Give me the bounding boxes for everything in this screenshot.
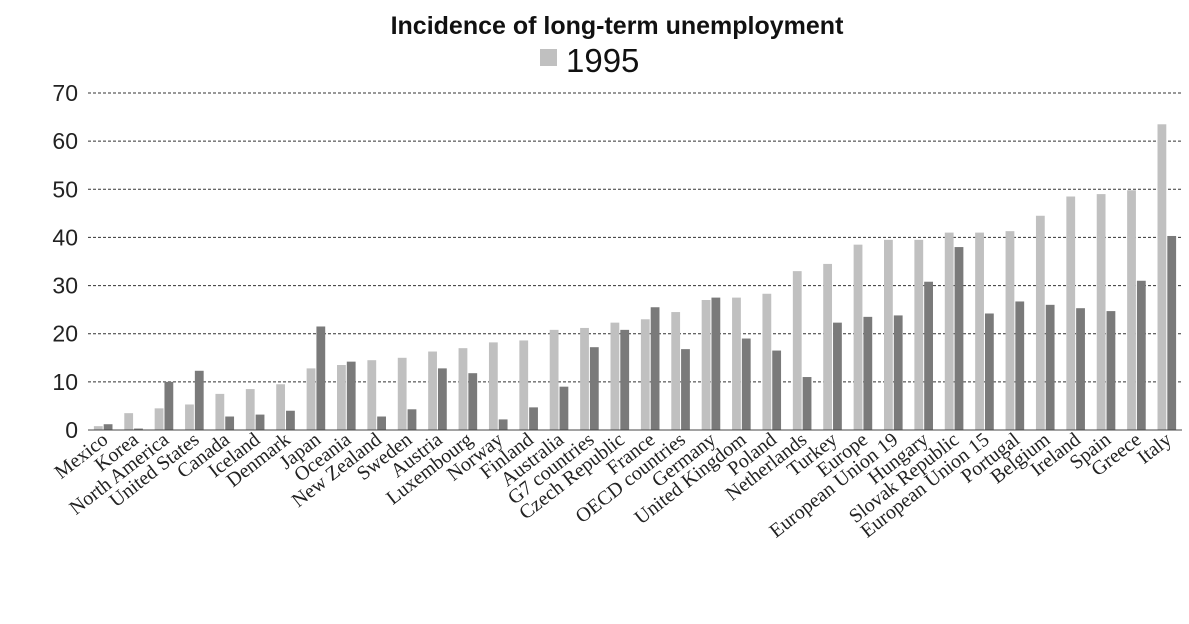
bar (580, 327, 589, 430)
bar (884, 239, 893, 430)
bar (1106, 311, 1116, 430)
bar (650, 307, 660, 430)
bar (245, 389, 255, 430)
bar (1035, 215, 1045, 430)
bar (529, 407, 538, 430)
bar (802, 377, 812, 430)
bar (1136, 280, 1146, 430)
bar (428, 351, 437, 430)
bars (93, 124, 1177, 430)
bar (397, 357, 407, 430)
bar (1167, 235, 1177, 430)
y-tick-label: 20 (52, 321, 78, 347)
bar (337, 365, 346, 430)
bar (215, 393, 225, 430)
x-tick-label: Italy (1133, 429, 1175, 469)
bar (194, 370, 204, 430)
bar (458, 348, 468, 430)
legend-label-1995: 1995 (566, 42, 639, 79)
bar (924, 281, 933, 430)
bar (559, 386, 569, 430)
bar (792, 271, 802, 430)
bar (711, 297, 721, 430)
y-tick-label: 70 (52, 80, 78, 106)
bar (377, 416, 386, 430)
bar (772, 350, 782, 430)
bar (914, 239, 924, 430)
bar (975, 232, 984, 430)
bar (1157, 124, 1167, 430)
bar (346, 361, 356, 430)
bar (741, 338, 751, 430)
bar (1096, 194, 1106, 430)
y-tick-label: 50 (52, 176, 78, 202)
bar (437, 368, 447, 430)
y-tick-label: 30 (52, 273, 78, 299)
y-tick-label: 60 (52, 128, 78, 154)
bar (134, 428, 143, 430)
bar (681, 349, 690, 430)
bar (468, 373, 478, 430)
y-tick-label: 10 (52, 369, 78, 395)
bar (164, 381, 174, 430)
bar (407, 409, 417, 430)
legend: 1995 (540, 42, 639, 79)
bar (498, 419, 508, 430)
bar (367, 360, 377, 430)
y-tick-label: 40 (52, 224, 78, 250)
bar (549, 329, 559, 430)
bar (640, 319, 650, 430)
bar (225, 416, 235, 430)
bar (488, 342, 498, 430)
bar (610, 322, 620, 430)
bar (185, 404, 194, 430)
bar (944, 232, 954, 430)
y-tick-label: 0 (65, 417, 78, 443)
bar (124, 413, 134, 430)
bar (863, 316, 873, 430)
bar (620, 329, 630, 430)
bar (306, 368, 316, 430)
chart-title: Incidence of long-term unemployment (391, 12, 844, 40)
bar (732, 297, 741, 430)
bar (154, 408, 164, 430)
bar (984, 313, 994, 430)
bar (1127, 190, 1136, 430)
bar (589, 347, 599, 430)
bar (276, 384, 286, 430)
bar (1066, 196, 1076, 430)
bar (93, 426, 103, 430)
bar (853, 244, 863, 430)
bar (823, 263, 833, 430)
y-axis-ticks: 0 10 20 30 40 50 60 70 (52, 80, 78, 443)
bar (316, 326, 326, 430)
bar (893, 315, 903, 430)
bar (1005, 231, 1015, 430)
bar (519, 340, 529, 430)
legend-swatch-1995 (540, 49, 557, 66)
bar (1076, 308, 1085, 430)
bar (954, 247, 964, 430)
bar (701, 300, 711, 430)
bar (833, 322, 842, 430)
bar (286, 410, 295, 430)
bar (1045, 304, 1055, 430)
bar (103, 424, 113, 430)
gridlines (88, 92, 1182, 383)
bar (762, 293, 772, 430)
bar (671, 312, 681, 430)
bar (255, 414, 265, 430)
bar (1015, 301, 1025, 430)
